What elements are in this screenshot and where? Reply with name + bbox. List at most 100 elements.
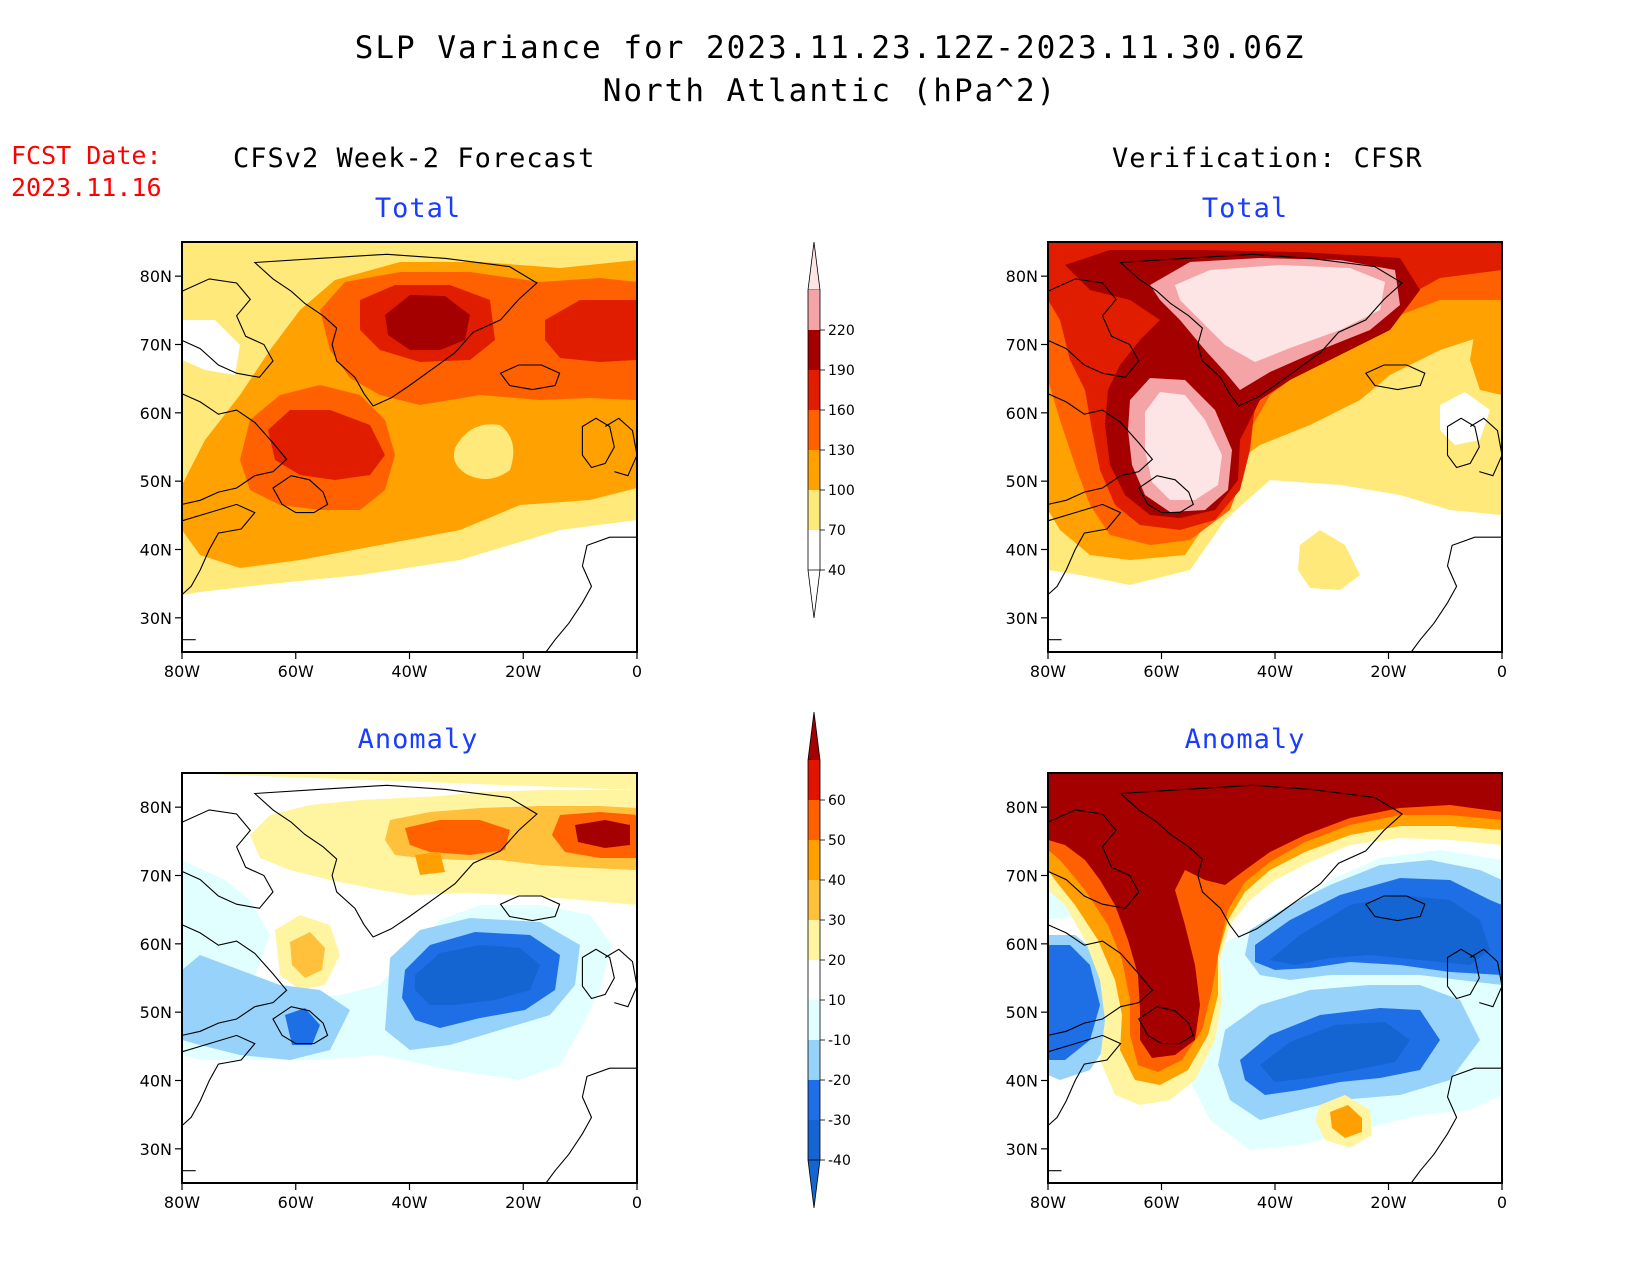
colorbar-swatch (808, 960, 820, 1000)
coastline-path (1469, 948, 1503, 1008)
lon-tick-label: 0 (632, 662, 642, 681)
colorbar-swatch (808, 840, 820, 880)
lat-tick-label: 60N (140, 404, 172, 423)
colorbar-swatch (808, 330, 820, 370)
lon-tick-label: 80W (164, 662, 200, 681)
lon-tick-label: 20W (505, 1193, 541, 1212)
coastline-path (1410, 1067, 1502, 1184)
colorbar-swatch (808, 410, 820, 450)
contour-fill-160 (385, 295, 470, 350)
colorbar-swatch (808, 530, 820, 570)
contour-fill-white-hole (1440, 392, 1490, 445)
lon-tick-label: 20W (1370, 1193, 1406, 1212)
lat-tick-label: 80N (1006, 798, 1038, 817)
colorbar-label: 70 (828, 523, 846, 539)
contour-fill-220 (1175, 265, 1385, 362)
contour-fill-130 (268, 410, 385, 480)
lon-tick-label: 0 (1497, 662, 1507, 681)
coastline-path (581, 948, 615, 1000)
coastline-path (1446, 417, 1480, 469)
coastline-path (272, 1006, 329, 1045)
colorbar-label: 50 (828, 833, 846, 849)
lon-tick-label: 80W (164, 1193, 200, 1212)
lat-tick-label: 40N (1006, 541, 1038, 560)
lat-tick-label: 40N (1006, 1072, 1038, 1091)
contour-fill-40-blob (1298, 530, 1360, 590)
contour-fill-30-west (290, 932, 325, 978)
coastline-path (253, 784, 538, 938)
colorbar-swatch (808, 1040, 820, 1080)
colorbar-swatch (808, 1000, 820, 1040)
contour-fill-neg30 (1048, 945, 1100, 1060)
coastline-path (545, 1067, 637, 1184)
colorbar-label: 60 (828, 793, 846, 809)
main-title: SLP Variance for 2023.11.23.12Z-2023.11.… (354, 30, 1306, 66)
contour-fill-60 (575, 820, 630, 848)
coastline-path (1138, 1006, 1194, 1045)
colorbar-label: 20 (828, 953, 846, 969)
colorbar-label: 190 (828, 363, 855, 379)
coastline-path (1047, 1034, 1122, 1127)
lat-tick-label: 80N (1006, 267, 1038, 286)
colorbar-swatch (808, 880, 820, 920)
contour-fill-40 (405, 820, 510, 855)
lon-tick-label: 60W (1143, 662, 1179, 681)
contour-fill-neg30-west (285, 1008, 320, 1045)
lat-tick-label: 50N (140, 1003, 172, 1022)
colorbar-top-arrow (807, 241, 821, 291)
panel-title-forecast-anomaly: Anomaly (357, 724, 479, 755)
lat-tick-label: 60N (1006, 404, 1038, 423)
coastline-path (604, 417, 638, 477)
panel-title-forecast-total: Total (374, 193, 462, 224)
lat-tick-label: 70N (1006, 867, 1038, 886)
lat-tick-label: 30N (1006, 609, 1038, 628)
colorbar-total: 220 190 160 130 100 70 40 (807, 241, 855, 619)
coastline-path (581, 417, 615, 469)
colorbar-label: 30 (828, 913, 846, 929)
coastline-path (181, 809, 274, 909)
coastline-path (1446, 948, 1480, 1000)
panel-title-verification-anomaly: Anomaly (1184, 724, 1306, 755)
lon-tick-label: 40W (1257, 1193, 1293, 1212)
coastline-path (181, 924, 288, 1036)
lat-tick-label: 30N (1006, 1140, 1038, 1159)
colorbar-label: -20 (828, 1073, 851, 1089)
colorbar-label: 100 (828, 483, 855, 499)
lat-tick-label: 50N (1006, 472, 1038, 491)
lon-tick-label: 60W (278, 662, 314, 681)
coastline-path (1138, 475, 1194, 514)
colorbar-bottom-arrow (807, 569, 821, 619)
lon-tick-label: 60W (1143, 1193, 1179, 1212)
map-panel-forecast-total (182, 242, 637, 652)
main-subtitle: North Atlantic (hPa^2) (602, 73, 1058, 109)
column-title-forecast: CFSv2 Week-2 Forecast (233, 143, 596, 174)
colorbar-label: -10 (828, 1033, 851, 1049)
coastline-path (1047, 503, 1122, 596)
colorbar-label: 40 (828, 873, 846, 889)
colorbar-label: 130 (828, 443, 855, 459)
lat-tick-label: 30N (140, 609, 172, 628)
coastline-path (1364, 895, 1426, 922)
lat-tick-label: 70N (140, 867, 172, 886)
lon-tick-label: 20W (1370, 662, 1406, 681)
lat-tick-label: 60N (1006, 935, 1038, 954)
coastline-path (1469, 417, 1503, 477)
fcst-date-value: 2023.11.16 (11, 173, 162, 202)
lat-tick-label: 70N (1006, 336, 1038, 355)
colorbar-swatch (808, 800, 820, 840)
lat-tick-label: 70N (140, 336, 172, 355)
colorbar-label: 10 (828, 993, 846, 1009)
lon-tick-label: 80W (1030, 1193, 1066, 1212)
coastline-path (545, 536, 637, 653)
coastline-path (1410, 536, 1502, 653)
colorbar-swatch (808, 1120, 820, 1160)
coastlines (181, 253, 1503, 1184)
colorbar-label: 220 (828, 323, 855, 339)
contour-fill-neg40-south (1260, 1022, 1410, 1082)
coastline-path (253, 253, 538, 407)
lon-tick-label: 0 (1497, 1193, 1507, 1212)
lon-tick-label: 60W (278, 1193, 314, 1212)
coastline-path (181, 503, 256, 596)
lon-tick-label: 0 (632, 1193, 642, 1212)
